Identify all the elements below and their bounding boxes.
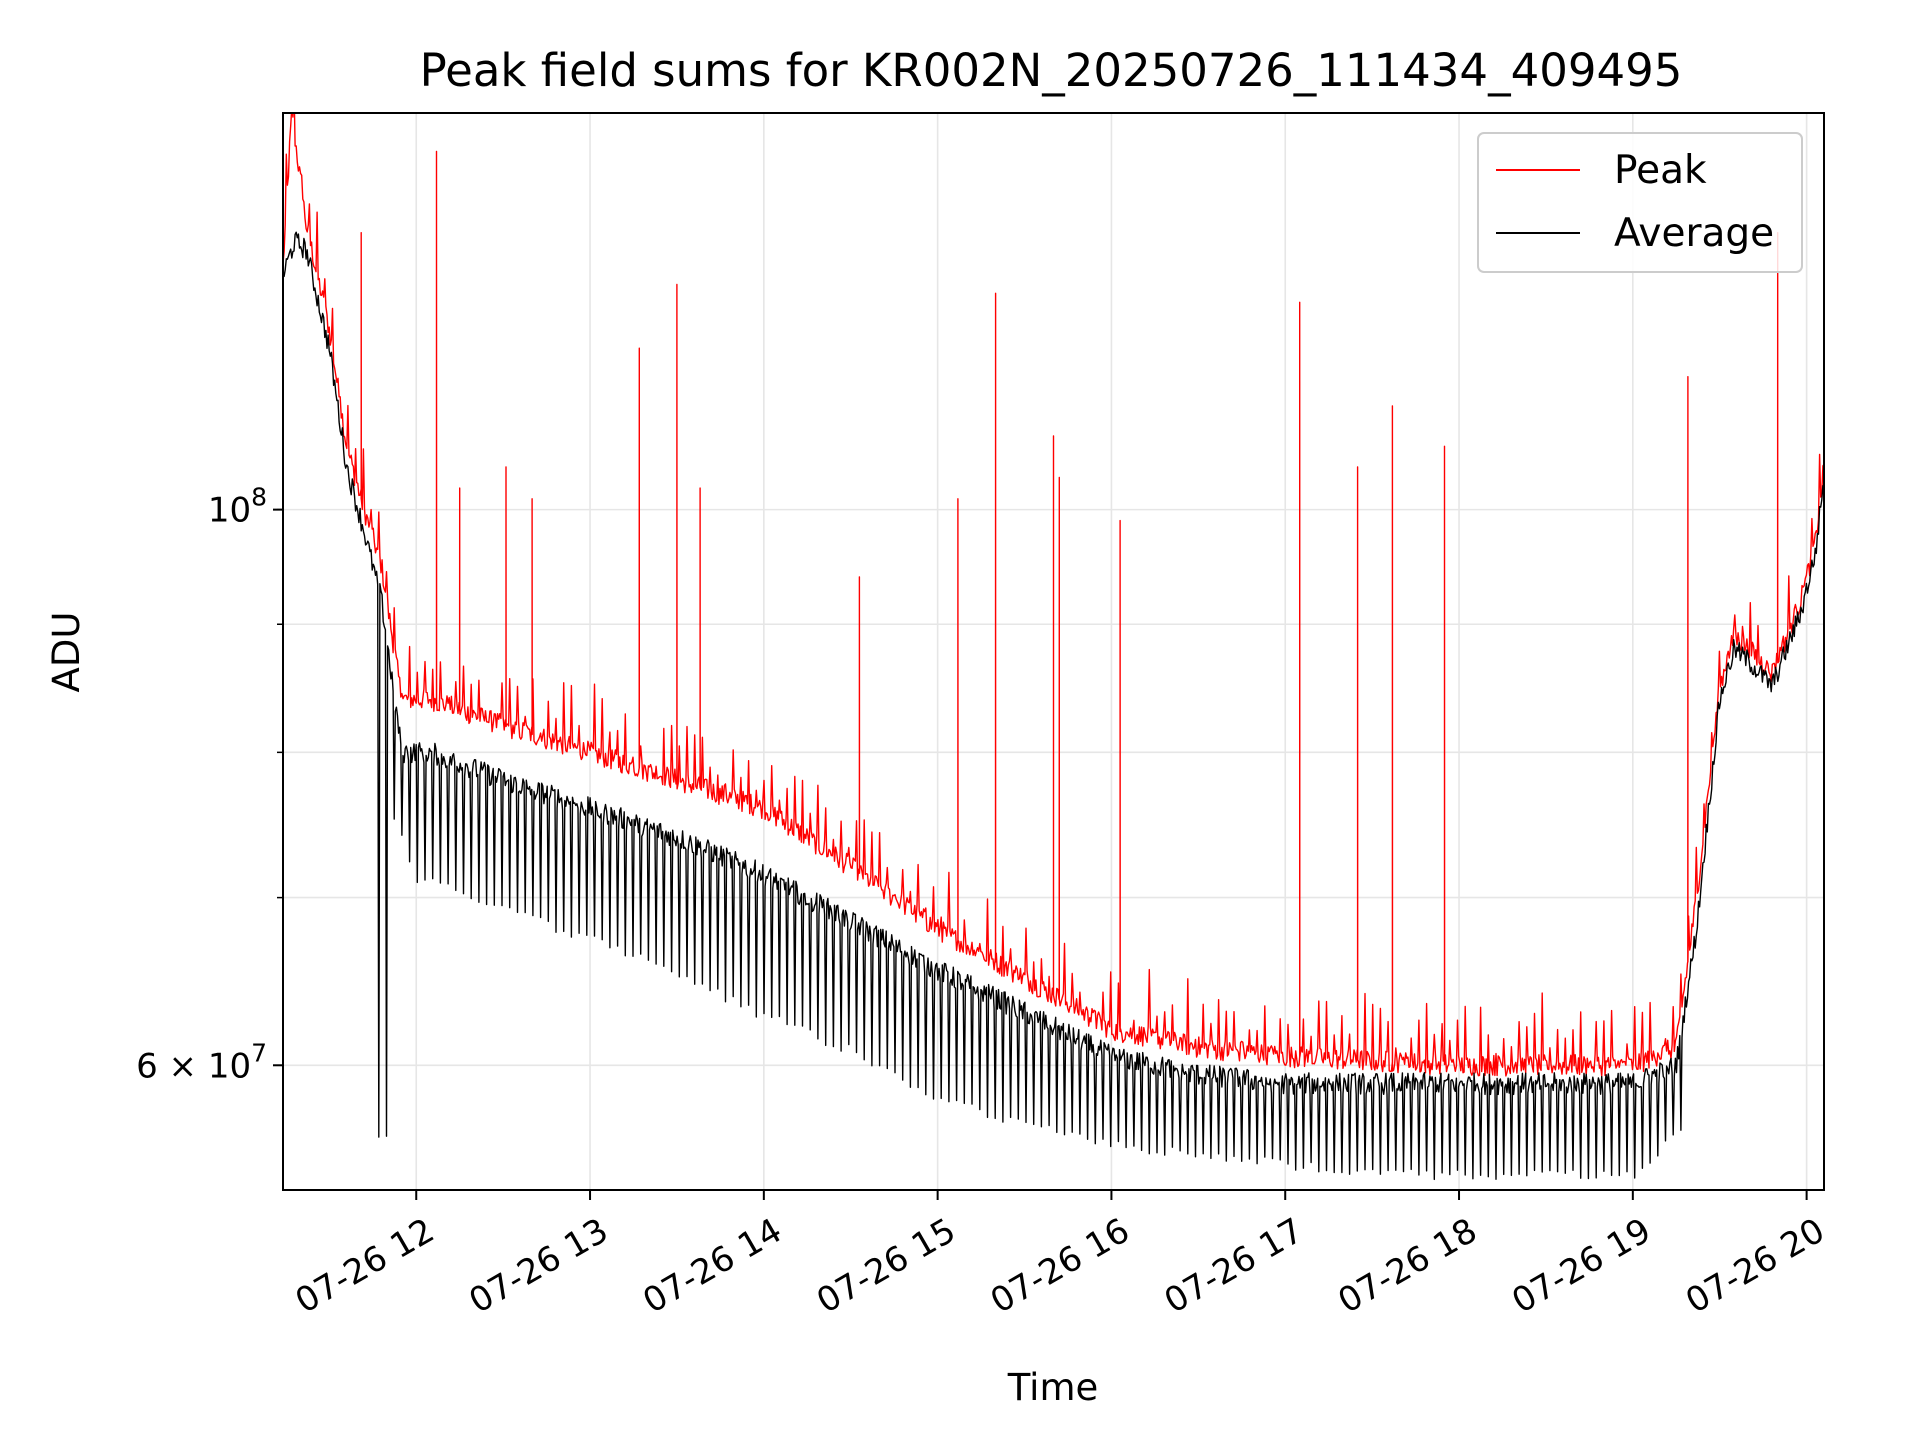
x-axis-label: Time	[1007, 1366, 1099, 1409]
series-group	[283, 113, 1824, 1181]
plot-frame	[282, 112, 1825, 1191]
chart-title: Peak field sums for KR002N_20250726_1114…	[420, 44, 1683, 97]
series-line-peak	[283, 113, 1824, 1077]
legend: Peak Average	[1477, 132, 1803, 273]
y-tick-label: 108	[208, 483, 267, 531]
legend-peak-label: Peak	[1614, 148, 1707, 193]
legend-box	[1477, 132, 1803, 273]
series-line-average	[283, 231, 1824, 1181]
legend-average-label: Average	[1614, 211, 1774, 256]
y-tick-label: 6 × 107	[136, 1038, 267, 1086]
y-axis-label: ADU	[45, 612, 88, 693]
